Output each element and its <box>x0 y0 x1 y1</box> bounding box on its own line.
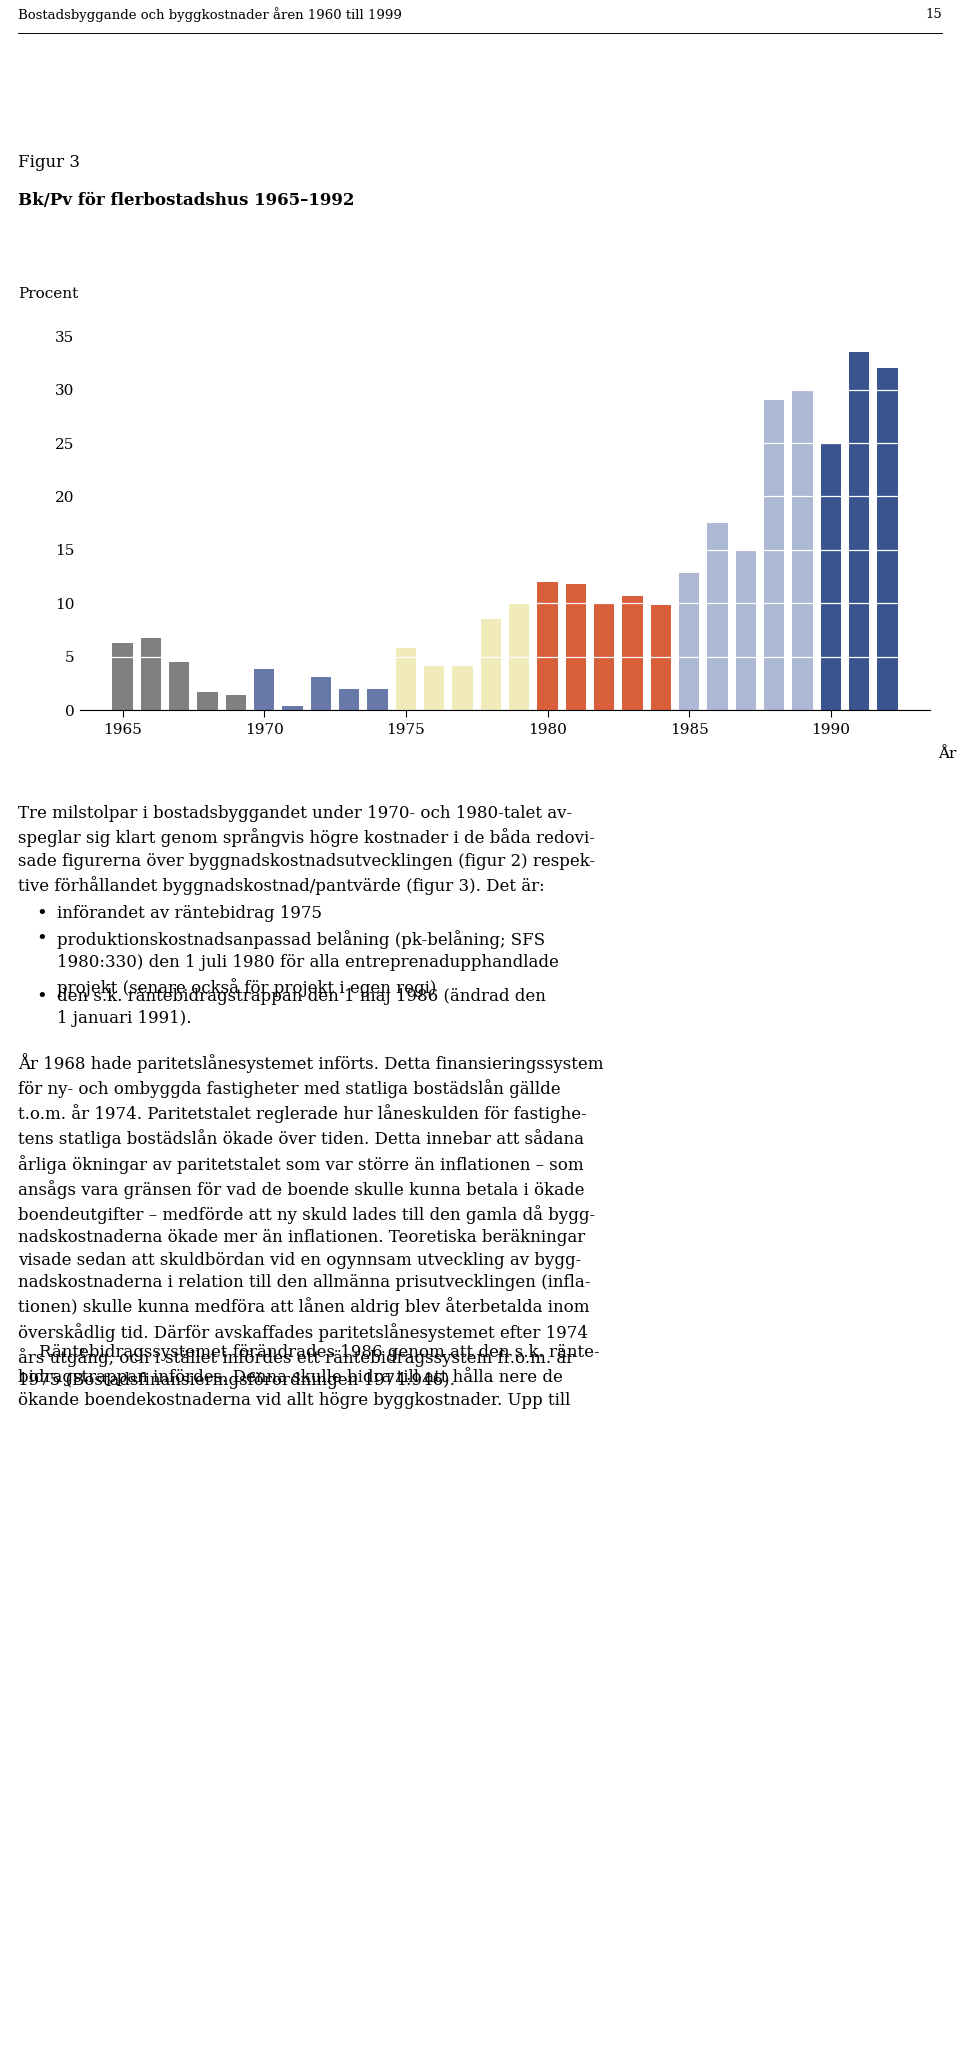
Bar <box>565 584 586 709</box>
Text: Räntebidragssystemet förändrades 1986 genom att den s.k. ränte-
bidragstrappan i: Räntebidragssystemet förändrades 1986 ge… <box>18 1344 600 1408</box>
Bar <box>538 582 558 709</box>
Text: Bostadsbyggande och byggkostnader åren 1960 till 1999: Bostadsbyggande och byggkostnader åren 1… <box>18 8 402 23</box>
Bar <box>877 368 898 709</box>
Text: produktionskostnadsanpassad belåning (pk-belåning; SFS
1980:330) den 1 juli 1980: produktionskostnadsanpassad belåning (pk… <box>57 931 559 997</box>
Bar <box>679 573 700 709</box>
Bar <box>368 688 388 709</box>
Text: Bk/Pv för flerbostadshus 1965–1992: Bk/Pv för flerbostadshus 1965–1992 <box>18 191 354 210</box>
Bar <box>651 606 671 709</box>
Text: införandet av räntebidrag 1975: införandet av räntebidrag 1975 <box>57 904 322 923</box>
Bar <box>452 666 472 709</box>
Text: •: • <box>36 988 47 1007</box>
Text: Procent: Procent <box>18 288 79 300</box>
Bar <box>509 604 529 709</box>
Text: •: • <box>36 931 47 947</box>
Text: •: • <box>36 904 47 923</box>
Bar <box>226 695 246 709</box>
Text: Figur 3: Figur 3 <box>18 154 80 171</box>
Bar <box>821 444 841 709</box>
Bar <box>282 705 302 709</box>
Bar <box>339 688 359 709</box>
Bar <box>481 619 501 709</box>
Bar <box>735 551 756 709</box>
Text: År 1968 hade paritetslånesystemet införts. Detta finansieringssystem
för ny- och: År 1968 hade paritetslånesystemet infört… <box>18 1052 604 1389</box>
Bar <box>764 401 784 709</box>
Bar <box>311 676 331 709</box>
Bar <box>622 596 642 709</box>
Bar <box>198 693 218 709</box>
Bar <box>424 666 444 709</box>
Text: 15: 15 <box>925 8 942 21</box>
Text: År: År <box>939 748 957 760</box>
Text: den s.k. räntebidragstrappan den 1 maj 1986 (ändrad den
1 januari 1991).: den s.k. räntebidragstrappan den 1 maj 1… <box>57 988 545 1028</box>
Bar <box>140 639 161 709</box>
Text: Tre milstolpar i bostadsbyggandet under 1970- och 1980-talet av-
speglar sig kla: Tre milstolpar i bostadsbyggandet under … <box>18 806 595 894</box>
Bar <box>254 670 275 709</box>
Bar <box>849 351 870 709</box>
Bar <box>112 643 132 709</box>
Bar <box>708 524 728 709</box>
Bar <box>594 604 614 709</box>
Bar <box>169 662 189 709</box>
Bar <box>792 390 813 709</box>
Bar <box>396 647 416 709</box>
